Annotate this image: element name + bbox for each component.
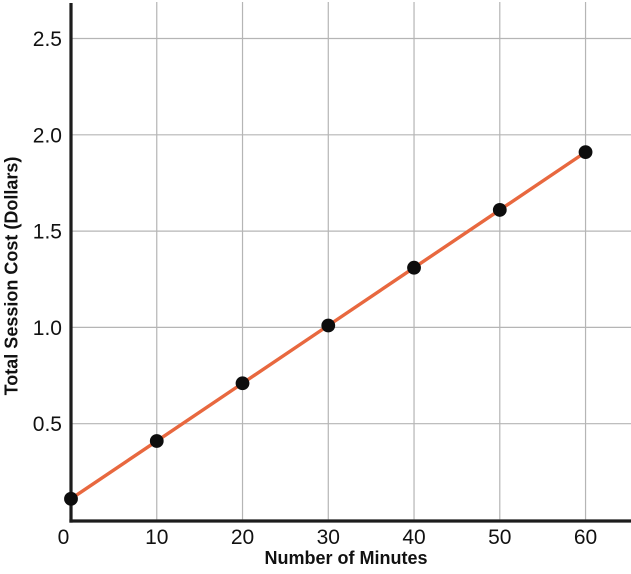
y-tick-label: 1.5 — [33, 221, 62, 244]
x-tick-label: 50 — [488, 526, 511, 549]
y-tick-label: 2.5 — [33, 28, 62, 51]
x-tick-label: 30 — [317, 526, 340, 549]
data-point — [407, 260, 421, 275]
y-tick-label: 2.0 — [33, 124, 62, 147]
x-tick-label: 10 — [145, 526, 168, 549]
x-tick-label: 40 — [402, 526, 425, 549]
data-point — [321, 318, 336, 333]
data-point — [578, 145, 593, 160]
x-tick-label: 0 — [58, 526, 70, 549]
x-tick-label: 60 — [574, 526, 597, 549]
data-point — [235, 376, 250, 391]
y-tick-label: 0.5 — [33, 413, 62, 436]
y-axis-title: Total Session Cost (Dollars) — [1, 156, 22, 396]
y-tick-label: 1.0 — [33, 317, 62, 340]
x-axis-title: Number of Minutes — [264, 548, 428, 568]
data-point — [149, 434, 164, 448]
x-tick-label: 20 — [231, 526, 254, 549]
data-point — [64, 491, 78, 506]
data-point — [492, 203, 507, 217]
